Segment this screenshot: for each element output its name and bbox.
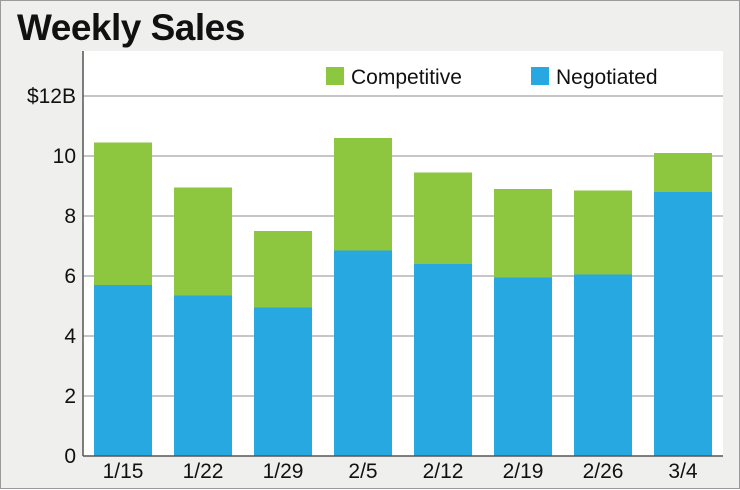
bar-competitive-2-26 [574,190,632,275]
x-tick-label: 2/19 [503,460,544,483]
y-tick-label: 0 [64,445,76,468]
bar-negotiated-2-12 [414,264,472,456]
y-tick-label: 2 [64,385,76,408]
x-tick-label: 2/5 [348,460,377,483]
y-tick-label: 6 [64,265,76,288]
legend-label-competitive: Competitive [351,66,462,89]
bar-competitive-1-15 [94,142,152,285]
bar-negotiated-1-15 [94,285,152,456]
x-tick-label: 1/15 [103,460,144,483]
y-tick-label: 8 [64,205,76,228]
x-tick-label: 1/29 [263,460,304,483]
chart-title: Weekly Sales [17,7,245,48]
bar-negotiated-2-19 [494,277,552,456]
bar-competitive-2-19 [494,189,552,278]
x-tick-label: 2/26 [583,460,624,483]
bar-competitive-1-22 [174,187,232,296]
x-tick-label: 3/4 [668,460,698,483]
bar-negotiated-2-5 [334,250,392,456]
x-tick-label: 1/22 [183,460,224,483]
bar-competitive-2-12 [414,172,472,264]
y-tick-label: 10 [53,145,76,168]
bar-negotiated-1-22 [174,295,232,456]
y-tick-label: $12B [27,85,76,108]
bar-negotiated-3-4 [654,192,712,456]
y-tick-label: 4 [64,325,76,348]
bar-negotiated-1-29 [254,307,312,456]
x-tick-label: 2/12 [423,460,464,483]
bar-competitive-3-4 [654,153,712,192]
bar-competitive-2-5 [334,138,392,251]
bar-negotiated-2-26 [574,274,632,456]
legend-label-negotiated: Negotiated [556,66,658,89]
legend-swatch-negotiated [531,67,549,85]
bar-competitive-1-29 [254,231,312,308]
legend-swatch-competitive [326,67,344,85]
